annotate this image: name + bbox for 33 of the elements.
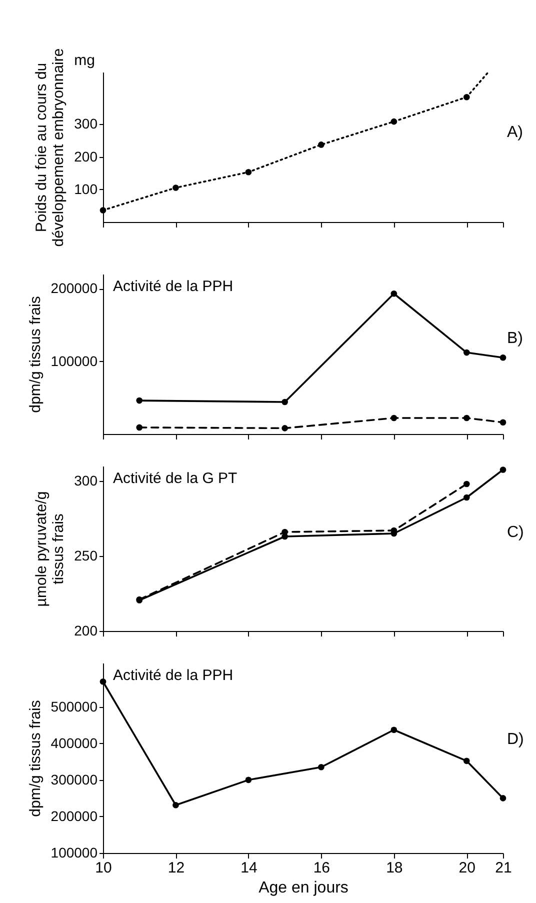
- text: B): [507, 330, 523, 347]
- chart-title: Activité de la G PT: [113, 470, 238, 487]
- chart-title: Activité de la PPH: [113, 278, 234, 295]
- text: C): [507, 524, 524, 541]
- text: mg: [74, 52, 95, 69]
- y-tick-label: 500000: [50, 698, 98, 714]
- y-tick-label: 300000: [50, 771, 98, 788]
- x-tick-label: 16: [313, 860, 330, 876]
- y-tick-label: 200000: [50, 808, 98, 824]
- y-axis-title: Poids du foie au cours du développement embryonnaire: [33, 48, 68, 247]
- y-tick-label: 250: [74, 548, 98, 564]
- x-axis-title: Age en jours: [258, 880, 348, 896]
- y-tick-label: 100000: [50, 844, 98, 860]
- x-tick-label: 10: [95, 860, 112, 876]
- x-tick-label: 20: [458, 860, 476, 876]
- y-axis-title: dpm/g tissus frais: [26, 296, 44, 413]
- y-tick-label: 100: [74, 180, 98, 197]
- y-tick-label: 300: [74, 116, 98, 132]
- chart-title: Activité de la PPH: [113, 667, 234, 684]
- text: D): [507, 731, 524, 748]
- y-axis-title: dpm/g tissus frais: [26, 700, 44, 817]
- x-tick-label: 14: [240, 860, 258, 876]
- x-tick-label: 12: [168, 860, 185, 876]
- y-tick-label: 100000: [50, 352, 98, 369]
- y-axis-title: µmole pyruvate/g tissus frais: [33, 491, 68, 607]
- y-tick-label: 300: [74, 472, 98, 488]
- text: A): [507, 124, 523, 141]
- y-tick-label: 200: [74, 622, 98, 638]
- y-tick-label: 200000: [50, 280, 98, 296]
- x-tick-label: 21: [495, 860, 512, 876]
- x-tick-label: 18: [386, 860, 403, 876]
- y-tick-label: 200: [74, 148, 98, 164]
- y-tick-label: 400000: [50, 734, 98, 751]
